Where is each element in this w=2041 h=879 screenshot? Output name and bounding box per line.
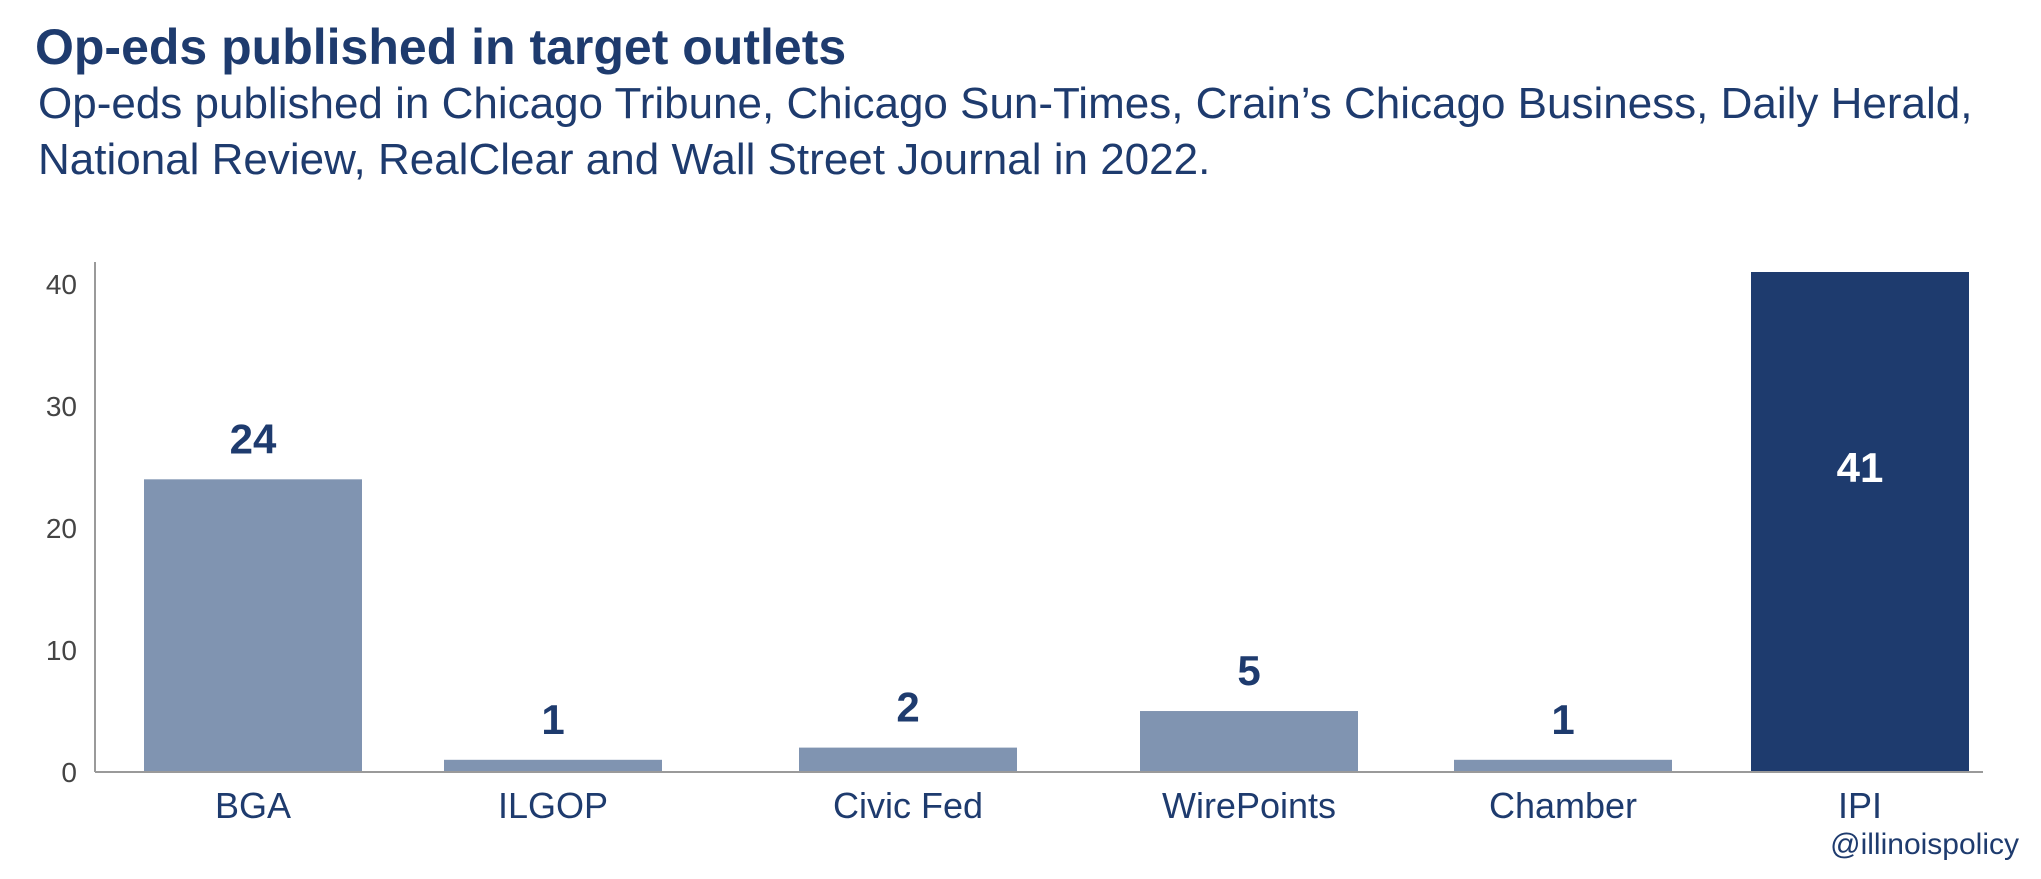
data-label: 24 — [230, 415, 277, 462]
x-tick-label: IPI — [1838, 785, 1882, 826]
y-tick-label: 40 — [46, 269, 77, 300]
bar-ipi — [1751, 272, 1969, 772]
x-tick-label: Civic Fed — [833, 785, 983, 826]
x-tick-label: BGA — [215, 785, 291, 826]
y-tick-label: 20 — [46, 513, 77, 544]
data-label: 41 — [1837, 444, 1884, 491]
y-tick-label: 10 — [46, 635, 77, 666]
data-label: 5 — [1237, 647, 1260, 694]
chart-title: Op-eds published in target outlets — [35, 19, 847, 75]
x-tick-label: Chamber — [1489, 785, 1637, 826]
bar-wirepoints — [1140, 711, 1358, 772]
x-tick-label: ILGOP — [498, 785, 608, 826]
data-label: 1 — [1551, 696, 1574, 743]
x-tick-label: WirePoints — [1162, 785, 1336, 826]
y-tick-label: 30 — [46, 391, 77, 422]
bar-bga — [144, 479, 362, 772]
data-label: 1 — [541, 696, 564, 743]
bar-civic-fed — [799, 747, 1017, 772]
chart-subtitle: Op-eds published in Chicago Tribune, Chi… — [38, 79, 1973, 184]
data-label: 2 — [896, 684, 919, 731]
bar-ilgop — [444, 759, 662, 772]
bar-chamber — [1454, 759, 1672, 772]
y-tick-label: 0 — [61, 757, 77, 788]
source-credit: @illinoispolicy — [1830, 828, 2019, 861]
